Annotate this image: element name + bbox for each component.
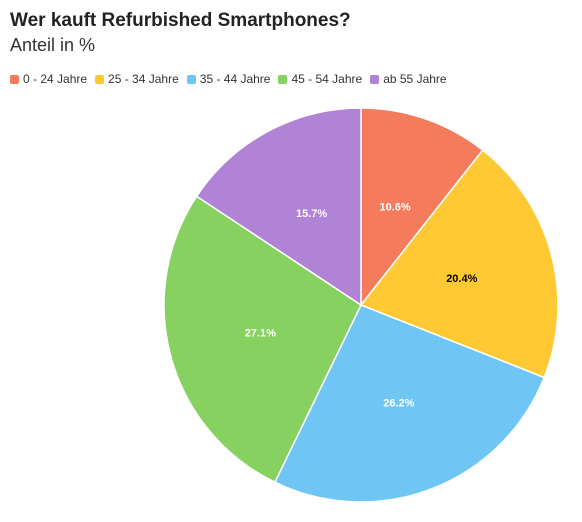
- pie-slice[interactable]: [360, 107, 484, 308]
- legend-item[interactable]: 0 - 24 Jahre: [10, 72, 87, 86]
- legend-swatch: [95, 74, 105, 84]
- legend-swatch: [186, 74, 196, 84]
- chart-subtitle: Anteil in %: [10, 35, 96, 55]
- legend-swatch: [10, 74, 19, 84]
- chart-title: Wer kauft Refurbished Smartphones?: [10, 10, 351, 31]
- legend-item[interactable]: 35 - 44 Jahre: [186, 72, 271, 86]
- legend-label: 45 - 54 Jahre: [291, 72, 363, 86]
- legend-item[interactable]: ab 55 Jahre: [370, 72, 447, 86]
- slice-data-label: 27.1%: [245, 328, 276, 340]
- slice-data-label: 20.4%: [446, 273, 477, 285]
- legend-label: 35 - 44 Jahre: [199, 72, 271, 86]
- slice-data-label: 15.7%: [296, 208, 327, 220]
- legend-label: 0 - 24 Jahre: [23, 72, 88, 86]
- pie-slice[interactable]: [195, 107, 362, 307]
- pie-slice[interactable]: [273, 304, 546, 503]
- legend-label: 25 - 34 Jahre: [108, 72, 179, 86]
- legend-swatch: [278, 74, 288, 84]
- chart-legend: 0 - 24 Jahre 25 - 34 Jahre 35 - 44 Jahre…: [10, 72, 455, 86]
- slice-data-label: 26.2%: [383, 397, 414, 409]
- slice-data-label: 10.6%: [380, 201, 411, 213]
- legend-swatch: [370, 74, 380, 84]
- pie-slice[interactable]: [359, 149, 559, 379]
- pie-slice[interactable]: [163, 195, 362, 484]
- legend-item[interactable]: 25 - 34 Jahre: [95, 72, 179, 86]
- legend-label: ab 55 Jahre: [383, 72, 447, 86]
- legend-item[interactable]: 45 - 54 Jahre: [278, 72, 362, 86]
